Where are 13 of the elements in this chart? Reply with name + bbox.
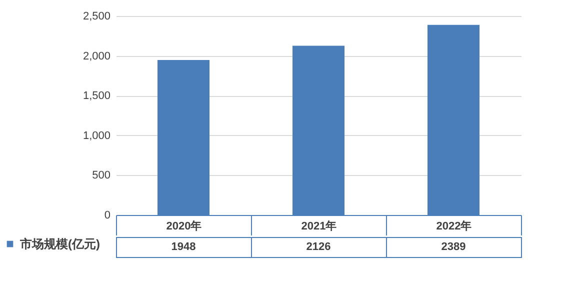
legend-label: 市场规模(亿元) [19,237,100,251]
data-label: 2126 [306,241,331,253]
y-tick-label: 2,000 [82,50,110,62]
y-tick-label: 500 [92,170,110,182]
y-tick-label: 1,500 [82,90,110,102]
data-label: 1948 [171,241,196,253]
x-tick-label: 2021年 [301,220,337,232]
y-tick-label: 1,000 [82,130,110,142]
x-tick-label: 2020年 [166,220,202,232]
x-tick-label: 2022年 [436,220,472,232]
data-label: 2389 [441,241,466,253]
y-tick-label: 2,500 [82,10,110,22]
y-tick-label: 0 [104,210,110,222]
